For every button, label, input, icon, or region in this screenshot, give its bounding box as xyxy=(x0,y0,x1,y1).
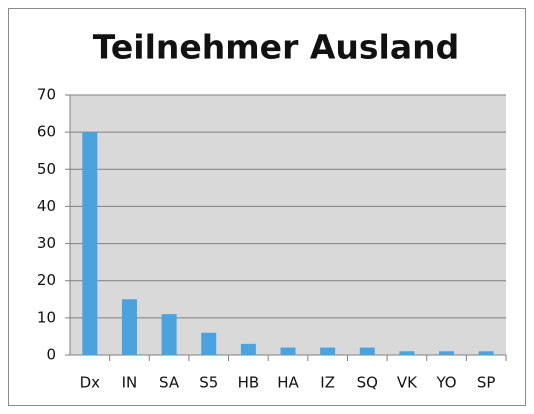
x-tick-label: YO xyxy=(435,374,456,392)
bar xyxy=(359,347,375,355)
x-tick-label: SP xyxy=(477,374,496,392)
chart-title: Teilnehmer Ausland xyxy=(93,28,459,67)
y-tick-label: 50 xyxy=(37,160,56,178)
y-tick-label: 40 xyxy=(37,197,56,215)
x-tick-label: Dx xyxy=(80,374,101,392)
x-tick-label: VK xyxy=(397,374,418,392)
bar xyxy=(240,343,256,355)
bar xyxy=(478,351,494,355)
bar xyxy=(201,332,217,355)
y-tick-label: 30 xyxy=(37,234,56,252)
x-tick-label: HB xyxy=(238,374,260,392)
x-tick-label: SA xyxy=(159,374,180,392)
y-tick-label: 20 xyxy=(37,271,56,289)
x-tick-label: S5 xyxy=(199,374,218,392)
plot-area xyxy=(70,95,506,355)
x-tick-label: SQ xyxy=(357,374,378,392)
bar xyxy=(320,347,336,355)
y-tick-label: 10 xyxy=(37,308,56,326)
bar xyxy=(399,351,415,355)
bar xyxy=(161,314,177,355)
bar xyxy=(439,351,455,355)
bar xyxy=(280,347,296,355)
y-tick-label: 60 xyxy=(37,123,56,141)
x-tick-label: IZ xyxy=(320,374,335,392)
bar xyxy=(82,132,98,355)
x-tick-label: HA xyxy=(277,374,299,392)
y-tick-label: 0 xyxy=(46,346,56,364)
bar xyxy=(121,299,137,355)
x-tick-label: IN xyxy=(122,374,138,392)
y-tick-label: 70 xyxy=(37,86,56,104)
